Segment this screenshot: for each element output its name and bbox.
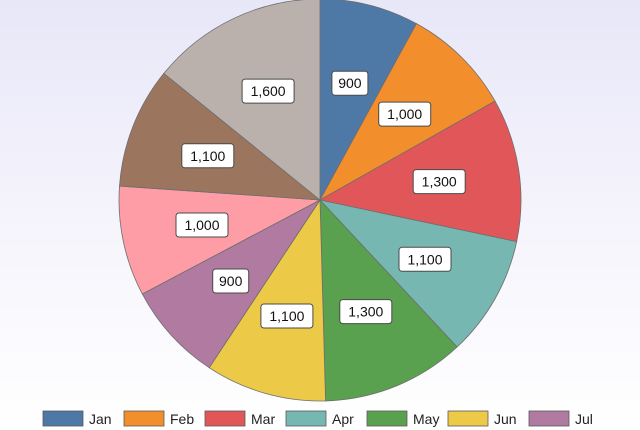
slice-value-text: 900 <box>338 75 362 91</box>
legend-swatch <box>285 410 327 427</box>
slice-value-label-feb: 1,000 <box>378 101 432 127</box>
legend-item-mar: Mar <box>204 410 275 427</box>
legend-swatch <box>366 410 408 427</box>
slice-value-text: 1,000 <box>184 217 219 233</box>
slice-value-text: 1,600 <box>251 83 286 99</box>
legend-label: Mar <box>251 411 275 427</box>
legend-item-apr: Apr <box>285 410 354 427</box>
slice-value-label-mar: 1,300 <box>412 169 466 195</box>
pie-slice-aug <box>118 185 322 295</box>
legend-label: Apr <box>332 411 354 427</box>
legend-swatch <box>447 410 489 427</box>
slice-value-label-oct: 1,600 <box>241 78 295 104</box>
slice-value-text: 1,000 <box>387 106 422 122</box>
slice-value-text: 1,100 <box>269 308 304 324</box>
slice-value-label-sep: 1,100 <box>181 143 235 169</box>
pie-slice-apr <box>318 199 518 348</box>
slice-value-label-jul: 900 <box>212 268 250 294</box>
pie-slices <box>118 0 522 402</box>
legend-label: Jul <box>575 411 593 427</box>
legend-label: Jun <box>494 411 517 427</box>
chart-legend: Jan Feb Mar Apr May Jun Jul <box>42 410 593 427</box>
slice-value-text: 900 <box>219 273 243 289</box>
slice-value-label-jan: 900 <box>331 70 369 96</box>
pie-slice-jun <box>208 198 327 402</box>
slice-value-text: 1,300 <box>422 174 457 190</box>
slice-value-text: 1,100 <box>190 148 225 164</box>
pie-slice-sep <box>119 72 322 201</box>
slice-value-label-apr: 1,100 <box>398 246 452 272</box>
legend-swatch <box>528 410 570 427</box>
legend-item-jun: Jun <box>447 410 517 427</box>
legend-item-jan: Jan <box>42 410 112 427</box>
slice-value-text: 1,100 <box>407 251 442 267</box>
slice-value-label-aug: 1,000 <box>175 212 229 238</box>
pie-slice-jan <box>319 0 417 201</box>
legend-label: Jan <box>89 411 112 427</box>
pie-value-labels: 900 1,000 1,300 1,100 1,300 1,100 900 1,000 1,10… <box>175 70 466 329</box>
legend-item-may: May <box>366 410 439 427</box>
slice-value-label-may: 1,300 <box>339 299 393 325</box>
legend-label: Feb <box>170 411 194 427</box>
legend-swatch <box>42 410 84 427</box>
legend-item-jul: Jul <box>528 410 593 427</box>
legend-swatch <box>204 410 246 427</box>
slice-value-label-jun: 1,100 <box>260 303 314 329</box>
legend-item-feb: Feb <box>123 410 194 427</box>
legend-label: May <box>413 411 439 427</box>
slice-value-text: 1,300 <box>348 304 383 320</box>
legend-swatch <box>123 410 165 427</box>
